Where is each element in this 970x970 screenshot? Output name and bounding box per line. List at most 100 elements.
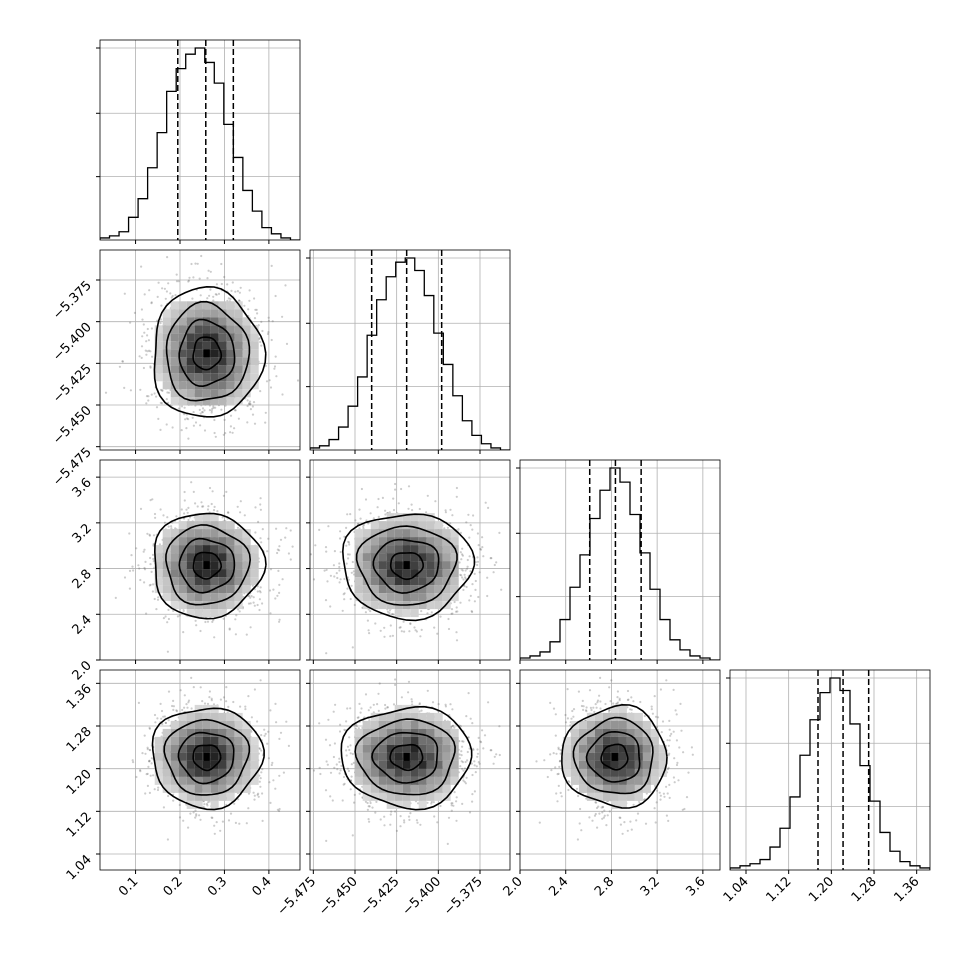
density-cell: [210, 768, 219, 777]
x-tick-label: 3.2: [638, 874, 663, 899]
density-cell: [226, 768, 235, 777]
contour-3: [192, 551, 222, 580]
density-cell: [170, 349, 179, 358]
density-cell: [402, 593, 411, 602]
contour-1: [355, 525, 458, 606]
density-cell: [194, 317, 203, 326]
density-cell: [162, 381, 171, 390]
density-cell: [418, 728, 427, 737]
density-cell: [178, 744, 187, 753]
density-cell: [410, 768, 419, 777]
density-cell: [370, 776, 379, 785]
density-cell: [602, 768, 611, 777]
density-cell: [250, 577, 259, 586]
density-cell: [154, 585, 163, 594]
density-cell: [170, 381, 179, 390]
density-cell: [626, 776, 635, 785]
density-cell: [426, 752, 435, 761]
density-cell: [410, 545, 419, 554]
density-cell: [194, 569, 203, 578]
density-cell: [234, 349, 243, 358]
density-cell: [386, 712, 395, 721]
density-cell: [186, 768, 195, 777]
density-cell: [354, 776, 363, 785]
density-cell: [426, 728, 435, 737]
density-cell: [578, 744, 587, 753]
density-cell: [202, 317, 211, 326]
density-cell: [170, 728, 179, 737]
density-peak: [403, 561, 410, 570]
density-cell: [354, 553, 363, 562]
density-cell: [162, 744, 171, 753]
contour-0: [341, 513, 476, 622]
density-cell: [626, 768, 635, 777]
contour-2: [178, 537, 236, 594]
density-cell: [250, 744, 259, 753]
density-cell: [362, 736, 371, 745]
density-cell: [250, 333, 259, 342]
panel-3-3: 1.04 1.12 1.20 1.28 1.36: [721, 669, 931, 905]
density-cell: [634, 712, 643, 721]
density-cell: [194, 357, 203, 366]
density-cell: [202, 389, 211, 398]
density-peak: [203, 561, 210, 570]
density-cell: [610, 792, 619, 801]
density-cell: [218, 768, 227, 777]
density-cell: [202, 569, 211, 578]
density-cell: [226, 760, 235, 769]
density-cell: [634, 784, 643, 793]
density-cell: [202, 577, 211, 586]
density-cell: [178, 768, 187, 777]
panel-2-2: [516, 459, 721, 664]
density-cell: [378, 712, 387, 721]
density-cell: [370, 736, 379, 745]
density-cell: [418, 577, 427, 586]
density-cell: [418, 736, 427, 745]
x-tick-label: 2.8: [592, 874, 617, 899]
density-cell: [218, 760, 227, 769]
density-cell: [442, 744, 451, 753]
density-cell: [402, 577, 411, 586]
density-cell: [178, 537, 187, 546]
density-cell: [178, 545, 187, 554]
density-cell: [194, 744, 203, 753]
density-cell: [186, 792, 195, 801]
density-cell: [402, 792, 411, 801]
density-cell: [442, 601, 451, 610]
density-cell: [170, 309, 179, 318]
density-cell: [178, 561, 187, 570]
density-cell: [162, 593, 171, 602]
density-cell: [186, 593, 195, 602]
density-cell: [178, 357, 187, 366]
density-cell: [434, 752, 443, 761]
density-cell: [218, 521, 227, 530]
density-cell: [418, 521, 427, 530]
density-cell: [226, 585, 235, 594]
density-cell: [618, 792, 627, 801]
contour-1: [165, 300, 251, 402]
density-cell: [362, 720, 371, 729]
density-cell: [650, 728, 659, 737]
density-cell: [218, 712, 227, 721]
density-cell: [162, 325, 171, 334]
density-cell: [362, 768, 371, 777]
x-tick-label: −5.425: [358, 874, 403, 919]
contour-2: [372, 538, 440, 594]
panel-frame: [309, 459, 511, 661]
panel-frame: [729, 669, 931, 871]
density-cell: [186, 728, 195, 737]
density-cell: [242, 561, 251, 570]
density-cell: [386, 545, 395, 554]
density-cell: [370, 569, 379, 578]
x-tick-label: 0.4: [249, 874, 274, 899]
density-cell: [170, 569, 179, 578]
density-cell: [210, 569, 219, 578]
density-peak: [611, 752, 618, 761]
density-cell: [234, 736, 243, 745]
density-cell: [442, 553, 451, 562]
density-cell: [586, 784, 595, 793]
density-cell: [178, 553, 187, 562]
density-peak: [203, 752, 210, 761]
density-cell: [202, 712, 211, 721]
